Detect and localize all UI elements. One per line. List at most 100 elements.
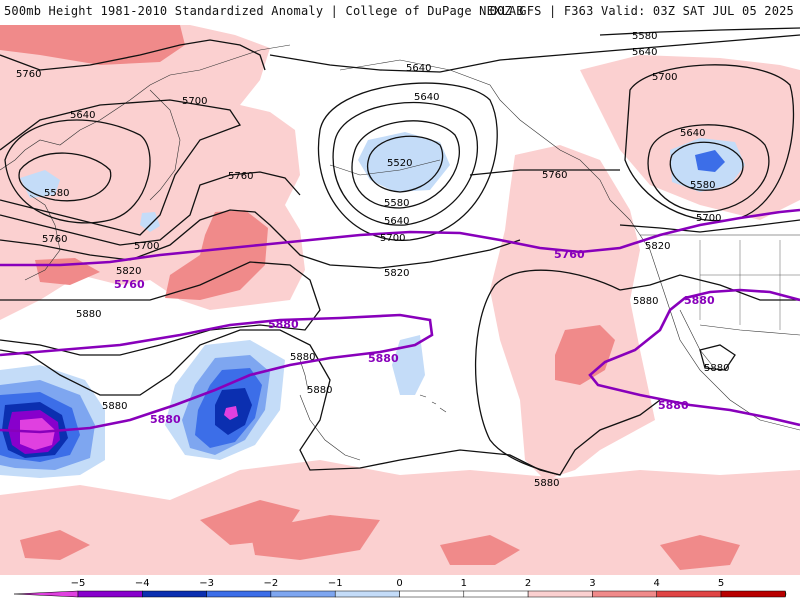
height-contour-5880-pacific bbox=[0, 261, 321, 356]
contour-label: 5580 bbox=[44, 188, 69, 199]
highlight-contour-label: 5760 bbox=[554, 248, 585, 261]
contour-label: 5700 bbox=[182, 96, 207, 107]
contour-label: 5640 bbox=[384, 216, 409, 227]
contour-label: 5880 bbox=[76, 309, 101, 320]
colorbar-segment bbox=[334, 590, 400, 598]
anomaly-area-minus1 bbox=[392, 335, 425, 395]
anomaly-area-plus2 bbox=[20, 530, 90, 560]
contour-label: 5700 bbox=[696, 213, 721, 224]
height-contour-5760-north bbox=[0, 39, 266, 71]
model-run-valid-time: 00Z GFS | F363 Valid: 03Z SAT JUL 05 202… bbox=[489, 4, 794, 18]
contour-label: 5520 bbox=[387, 158, 412, 169]
colorbar-tick-label: 4 bbox=[654, 578, 660, 589]
contour-label: 5580 bbox=[690, 180, 715, 191]
anomaly-area-plus2 bbox=[555, 325, 615, 385]
contour-label: 5640 bbox=[632, 47, 657, 58]
colorbar-segment bbox=[77, 590, 143, 598]
height-contours bbox=[0, 27, 800, 476]
height-contour-5700-east bbox=[624, 64, 795, 222]
anomaly-area-minus1 bbox=[140, 212, 160, 232]
colorbar-segments bbox=[13, 590, 787, 598]
highlight-contour-5880-pacific bbox=[0, 313, 434, 434]
anomaly-area-plus1 bbox=[215, 120, 285, 205]
colorbar-segment bbox=[592, 590, 657, 598]
negative-anomaly-shading bbox=[0, 132, 745, 478]
contour-label: 5820 bbox=[645, 241, 670, 252]
colorbar-segment bbox=[720, 590, 786, 598]
colorbar-arrow-high bbox=[785, 590, 787, 598]
highlight-contour-label: 5880 bbox=[268, 318, 299, 331]
contour-label: 5760 bbox=[42, 234, 67, 245]
anomaly-area-plus2 bbox=[165, 210, 268, 300]
border-us-mexico bbox=[699, 324, 800, 336]
anomaly-area-plus1 bbox=[580, 55, 800, 220]
contour-label: 5700 bbox=[134, 241, 159, 252]
contour-label: 5700 bbox=[652, 72, 677, 83]
height-contour-5880-east bbox=[474, 269, 621, 476]
height-contour-5700-gulf bbox=[317, 82, 498, 241]
colorbar-segment bbox=[656, 590, 722, 598]
colorbar-tick-label: −1 bbox=[328, 578, 343, 589]
coastline-new-guinea bbox=[299, 394, 361, 461]
height-contour-5760-central bbox=[469, 169, 620, 176]
colorbar-tick-label: −4 bbox=[135, 578, 150, 589]
contour-label: 5700 bbox=[380, 233, 405, 244]
highlight-contour-5880-east bbox=[588, 288, 800, 427]
colorbar-tick-label: −2 bbox=[264, 578, 279, 589]
contour-label: 5640 bbox=[406, 63, 431, 74]
colorbar-tick-label: 3 bbox=[589, 578, 595, 589]
contour-label: 5580 bbox=[384, 198, 409, 209]
colorbar-segment bbox=[142, 590, 207, 598]
colorbar-tick-label: 1 bbox=[461, 578, 467, 589]
height-contour-5880-southwest bbox=[0, 329, 661, 476]
coastline-baja bbox=[679, 309, 713, 366]
colorbar-segment bbox=[270, 590, 336, 598]
anomaly-area-plus2 bbox=[660, 535, 740, 570]
contour-label: 5640 bbox=[414, 92, 439, 103]
height-contour-5880-mexico bbox=[699, 344, 736, 371]
anomaly-area-minus1 bbox=[358, 132, 450, 192]
map-title: 500mb Height 1981-2010 Standardized Anom… bbox=[4, 4, 524, 18]
height-contour-5880-usa bbox=[619, 274, 800, 301]
contour-label: 5760 bbox=[228, 171, 253, 182]
coastline-kamchatka bbox=[149, 89, 181, 201]
highlight-contour-label: 5880 bbox=[684, 294, 715, 307]
height-contour-5640-east bbox=[647, 124, 770, 213]
highlight-contour-label: 5880 bbox=[150, 413, 181, 426]
contour-label: 5820 bbox=[116, 266, 141, 277]
coastline-japan bbox=[24, 194, 61, 281]
highlight-contour-label: 5880 bbox=[658, 399, 689, 412]
anomaly-area-plus2 bbox=[250, 515, 380, 560]
anomaly-colorbar: −5 −4 −3 −2 −1 0 1 2 3 4 5 bbox=[13, 578, 787, 598]
colorbar-segment bbox=[463, 590, 529, 598]
colorbar-segment bbox=[206, 590, 272, 598]
height-contour-5580-gulf bbox=[351, 120, 460, 209]
coastline-alaska bbox=[339, 59, 611, 201]
height-contour-5580-east-low bbox=[669, 141, 744, 191]
contour-label: 5760 bbox=[542, 170, 567, 181]
contour-label: 5880 bbox=[102, 401, 127, 412]
coastline-aleutians bbox=[329, 159, 441, 176]
coastline-east-asia bbox=[0, 44, 291, 171]
colorbar-segment bbox=[399, 590, 465, 598]
contour-label: 5880 bbox=[633, 296, 658, 307]
highlight-contour-label: 5880 bbox=[368, 352, 399, 365]
height-contour-5820-west bbox=[0, 209, 521, 269]
anomaly-area-plus2 bbox=[440, 535, 520, 565]
height-contour-5700-west bbox=[0, 99, 241, 236]
anomaly-area-minus2 bbox=[695, 150, 725, 172]
highlight-contours bbox=[0, 208, 800, 434]
height-contour-5580-west-low bbox=[18, 152, 112, 202]
colorbar-tick-label: −3 bbox=[199, 578, 214, 589]
height-contour-5640-north bbox=[269, 34, 800, 73]
highlight-contour-label: 5760 bbox=[114, 278, 145, 291]
anomaly-area-minus5 bbox=[224, 406, 238, 420]
height-contour-5640-west bbox=[4, 119, 151, 224]
height-contour-5760-west bbox=[0, 171, 301, 246]
coastline-philippines bbox=[299, 359, 309, 391]
colorbar-tick-label: 5 bbox=[718, 578, 724, 589]
highlight-contour-labels: 5760 5880 5880 5880 5760 5880 5880 bbox=[114, 248, 715, 426]
contour-label: 5880 bbox=[307, 385, 332, 396]
contour-label: 5880 bbox=[534, 478, 559, 489]
colorbar-tick-label: −5 bbox=[71, 578, 86, 589]
